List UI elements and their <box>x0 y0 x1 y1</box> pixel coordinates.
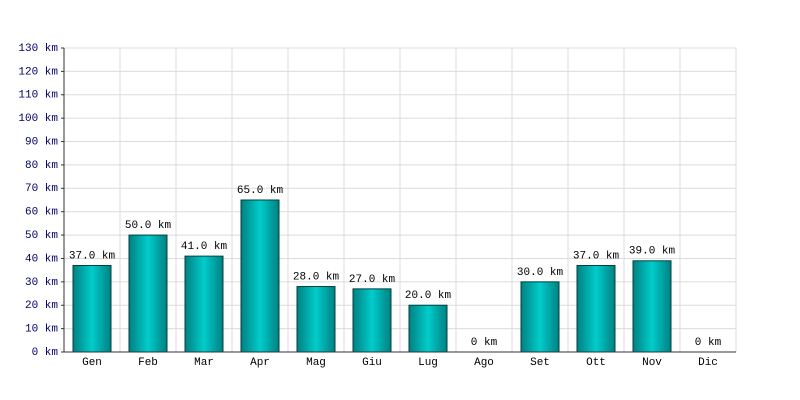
x-tick-label: Mag <box>306 357 326 369</box>
value-label: 0 km <box>695 337 722 349</box>
value-label: 37.0 km <box>573 250 620 262</box>
x-tick-label: Set <box>530 357 550 369</box>
y-tick-label: 10 km <box>25 324 58 336</box>
y-tick-label: 50 km <box>25 230 58 242</box>
x-tick-label: Ott <box>586 357 606 369</box>
bar <box>352 288 392 353</box>
value-label: 50.0 km <box>125 220 172 232</box>
x-tick-label: Ago <box>474 357 494 369</box>
y-tick-label: 100 km <box>18 113 58 125</box>
value-label: 39.0 km <box>629 246 676 258</box>
x-tick-label: Lug <box>418 357 438 369</box>
value-label: 27.0 km <box>349 274 396 286</box>
x-tick-label: Feb <box>138 357 158 369</box>
y-tick-label: 40 km <box>25 253 58 265</box>
y-tick-label: 70 km <box>25 183 58 195</box>
y-tick-label: 60 km <box>25 207 58 219</box>
value-label: 65.0 km <box>237 185 284 197</box>
bar <box>408 304 448 353</box>
bar <box>240 199 280 353</box>
bar <box>184 255 224 353</box>
y-tick-label: 120 km <box>18 66 58 78</box>
bar <box>632 260 672 353</box>
y-tick-label: 90 km <box>25 136 58 148</box>
value-label: 0 km <box>471 337 498 349</box>
bar <box>72 264 112 353</box>
x-tick-label: Giu <box>362 357 382 369</box>
x-tick-label: Dic <box>698 357 718 369</box>
y-tick-label: 20 km <box>25 300 58 312</box>
x-tick-label: Mar <box>194 357 214 369</box>
y-tick-label: 0 km <box>32 347 59 359</box>
bar <box>296 286 336 353</box>
x-tick-label: Gen <box>82 357 102 369</box>
bar <box>576 264 616 353</box>
y-tick-label: 110 km <box>18 90 58 102</box>
y-tick-label: 80 km <box>25 160 58 172</box>
value-label: 41.0 km <box>181 241 228 253</box>
value-label: 30.0 km <box>517 267 564 279</box>
bar <box>520 281 560 353</box>
value-label: 37.0 km <box>69 250 116 262</box>
x-tick-label: Apr <box>250 357 270 369</box>
value-label: 28.0 km <box>293 271 340 283</box>
y-tick-label: 130 km <box>18 43 58 55</box>
bar <box>128 234 168 353</box>
y-tick-label: 30 km <box>25 277 58 289</box>
x-tick-label: Nov <box>642 357 662 369</box>
value-label: 20.0 km <box>405 290 452 302</box>
